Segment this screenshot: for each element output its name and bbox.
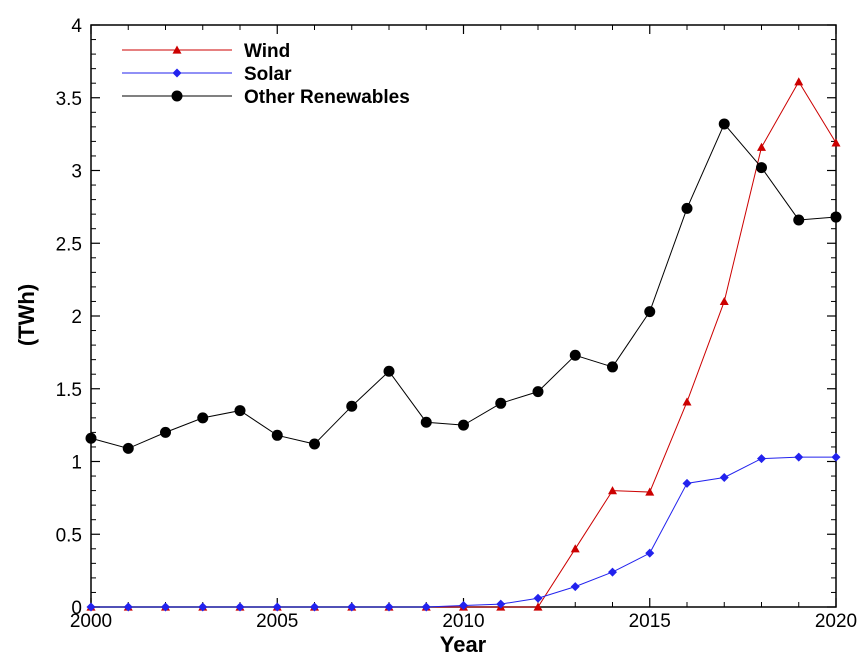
y-tick-label: 3.5 (56, 89, 82, 110)
data-point-wind (831, 138, 841, 147)
data-point-other-renewables (532, 386, 544, 398)
data-point-solar (86, 602, 96, 612)
data-point-solar (198, 602, 208, 612)
data-point-wind (757, 142, 766, 151)
data-point-other-renewables (718, 118, 730, 130)
y-tick-label: 1.5 (56, 380, 82, 401)
y-tick-label: 3 (71, 162, 82, 183)
x-axis-title: Year (440, 632, 487, 655)
y-axis-title: (TWh) (14, 284, 39, 346)
data-point-wind (570, 544, 580, 553)
series-line-wind (91, 80, 837, 608)
data-point-other-renewables (830, 211, 842, 223)
data-point-solar (347, 602, 357, 612)
series-solar (86, 452, 841, 612)
data-point-solar (123, 602, 133, 612)
data-point-solar (831, 452, 841, 462)
y-tick-label: 4 (71, 16, 82, 37)
data-point-other-renewables (681, 202, 693, 214)
data-point-solar (608, 567, 617, 577)
data-point-other-renewables (495, 397, 507, 409)
data-point-other-renewables (607, 361, 618, 373)
data-point-solar (459, 601, 468, 611)
y-tick-label: 0.5 (56, 525, 82, 546)
x-tick-label: 2010 (442, 611, 484, 632)
legend-label-other-renewables: Other Renewables (244, 87, 410, 108)
data-point-other-renewables (197, 412, 209, 424)
data-point-wind (533, 602, 543, 611)
legend-marker-wind (172, 45, 182, 54)
legend-label-wind: Wind (244, 41, 290, 62)
data-point-other-renewables (420, 416, 432, 428)
data-point-solar (384, 602, 394, 612)
data-point-other-renewables (271, 429, 283, 441)
plot-frame (90, 24, 837, 608)
y-tick-label: 2.5 (56, 234, 82, 255)
data-point-other-renewables (309, 438, 320, 450)
data-point-wind (682, 397, 692, 406)
data-point-solar (757, 454, 766, 464)
x-tick-label: 2020 (815, 611, 857, 632)
data-point-wind (719, 296, 729, 306)
data-point-solar (421, 602, 431, 612)
series-line-other-renewables (90, 123, 837, 449)
data-point-solar (272, 602, 282, 612)
y-tick-label: 2 (71, 307, 82, 328)
data-point-other-renewables (458, 419, 469, 431)
data-point-solar (682, 478, 692, 488)
x-tick-label: 2000 (70, 611, 112, 632)
legend-marker-solar (172, 68, 182, 78)
data-point-other-renewables (756, 162, 767, 174)
data-point-wind (645, 487, 655, 496)
y-tick-label: 1 (71, 453, 82, 474)
data-point-other-renewables (383, 365, 395, 377)
x-tick-label: 2005 (256, 611, 298, 632)
data-point-other-renewables (644, 306, 656, 318)
data-point-other-renewables (122, 442, 134, 454)
data-point-solar (496, 599, 506, 609)
data-point-solar (794, 452, 804, 462)
series-wind (86, 77, 841, 611)
data-point-solar (570, 582, 580, 592)
legend-marker-other-renewables (171, 90, 183, 102)
y-tick-label: 0 (71, 598, 82, 619)
series-other-renewables (85, 118, 842, 454)
data-point-other-renewables (234, 405, 246, 417)
data-point-wind (794, 77, 804, 86)
data-point-solar (645, 548, 655, 558)
data-point-solar (533, 593, 543, 603)
data-point-solar (310, 602, 319, 612)
data-point-solar (719, 473, 729, 483)
legend-label-solar: Solar (244, 64, 292, 85)
data-point-wind (608, 486, 617, 495)
data-point-other-renewables (160, 426, 171, 438)
data-point-solar (235, 602, 245, 612)
data-point-other-renewables (85, 432, 97, 444)
data-point-other-renewables (569, 349, 581, 361)
data-point-other-renewables (346, 400, 358, 412)
data-point-solar (161, 602, 170, 612)
data-point-other-renewables (793, 214, 805, 226)
x-tick-label: 2015 (629, 611, 671, 632)
